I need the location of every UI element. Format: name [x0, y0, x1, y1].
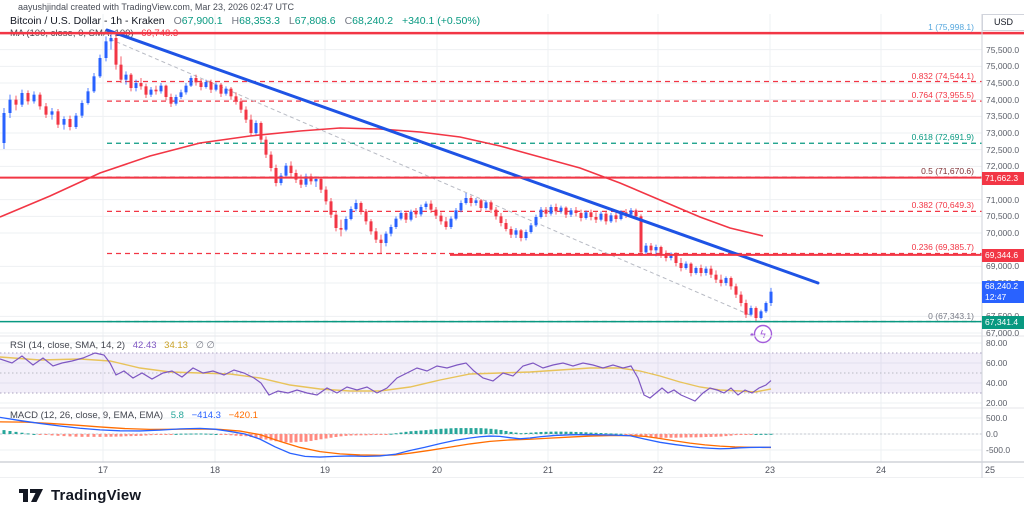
alert-price-label-upper: 71,662.3 — [982, 171, 1024, 185]
time-tick-label: 22 — [652, 465, 664, 475]
price-tick-label: 72,000.0 — [986, 161, 1020, 172]
rsi-empty-values: ∅ ∅ — [195, 340, 215, 351]
high-label: H — [231, 15, 240, 27]
macd-pane — [0, 416, 982, 458]
support-price-label: 67,341.4 — [982, 315, 1024, 329]
price-tick-label: 74,500.0 — [986, 78, 1020, 88]
attribution-text: aayushjindal created with TradingView.co… — [18, 2, 294, 12]
current-price-value: 68,240.2 — [985, 280, 1019, 291]
svg-text:ϟ: ϟ — [759, 328, 766, 341]
time-tick-label: 23 — [764, 465, 776, 475]
time-tick-label: 21 — [542, 465, 554, 475]
brand-name: TradingView — [51, 486, 142, 504]
currency-label[interactable]: USD — [982, 14, 1024, 31]
rsi-pane — [0, 352, 982, 402]
time-axis[interactable]: 17 18 19 20 21 22 23 24 25 — [0, 462, 1024, 478]
macd-signal-value: −420.1 — [228, 410, 258, 421]
macd-tick-label: 500.0 — [986, 413, 1008, 423]
rsi-title[interactable]: RSI (14, close, SMA, 14, 2) — [10, 340, 126, 351]
bar-countdown: 12:47 — [985, 291, 1007, 302]
price-tick-label: 74,000.0 — [986, 94, 1020, 105]
price-axis[interactable]: USD 75,500.0 75,000.0 74,500.0 74,000.0 73,5… — [982, 0, 1024, 478]
footer-bar: TradingView — [0, 478, 1024, 512]
price-tick-label: 70,000.0 — [986, 228, 1020, 238]
grid — [0, 14, 982, 462]
price-tick-label: 67,000.0 — [986, 328, 1020, 338]
rsi-tick-label: 40.00 — [986, 378, 1008, 388]
price-tick-label: 73,500.0 — [986, 111, 1020, 122]
flash-emoji-marker[interactable]: ϟ — [750, 324, 773, 344]
price-tick-label: 69,000.0 — [986, 261, 1020, 272]
open-value: 67,900.1 — [181, 15, 223, 27]
macd-value: −414.3 — [191, 410, 221, 421]
alert-price-label-lower: 69,344.6 — [982, 248, 1024, 262]
chart-canvas[interactable]: ϟ — [0, 0, 1024, 478]
candlestick-series — [2, 33, 773, 322]
macd-tick-label: -500.0 — [986, 445, 1011, 455]
rsi-sma-value: 34.13 — [164, 340, 188, 351]
rsi-tick-label: 20.00 — [986, 398, 1008, 408]
macd-legend[interactable]: MACD (12, 26, close, 9, EMA, EMA) 5.8 −4… — [10, 410, 258, 421]
high-value: 68,353.3 — [239, 15, 280, 27]
tradingview-logo-icon — [19, 489, 43, 502]
time-tick-label: 18 — [209, 465, 221, 475]
time-tick-label: 17 — [97, 465, 109, 475]
time-tick-label: 24 — [875, 465, 887, 475]
time-tick-label: 25 — [984, 465, 996, 475]
low-value: 67,808.6 — [294, 15, 336, 27]
ma-100-line — [0, 127, 764, 237]
time-tick-label: 19 — [319, 465, 331, 475]
change-value: +340.1 (+0.50%) — [401, 15, 481, 27]
tradingview-brand[interactable]: TradingView — [18, 485, 141, 505]
rsi-legend[interactable]: RSI (14, close, SMA, 14, 2) 42.43 34.13 … — [10, 340, 215, 351]
price-tick-label: 75,000.0 — [986, 61, 1020, 72]
price-tick-label: 73,000.0 — [986, 128, 1020, 138]
symbol-legend[interactable]: Bitcoin / U.S. Dollar - 1h - Kraken O67,… — [10, 15, 480, 27]
price-tick-label: 75,500.0 — [986, 44, 1020, 55]
symbol-title[interactable]: Bitcoin / U.S. Dollar - 1h - Kraken — [10, 15, 165, 27]
rsi-tick-label: 60.00 — [986, 358, 1008, 368]
pane-separators[interactable] — [0, 14, 1024, 478]
time-tick-label: 20 — [431, 465, 443, 475]
price-tick-label: 72,500.0 — [986, 144, 1020, 155]
macd-tick-label: 0.0 — [986, 429, 998, 439]
price-tick-label: 70,500.0 — [986, 211, 1020, 222]
rsi-value: 42.43 — [132, 340, 157, 351]
low-label: L — [288, 15, 295, 27]
macd-hist-value: 5.8 — [170, 410, 184, 421]
price-tick-label: 71,000.0 — [986, 194, 1020, 205]
open-label: O — [173, 15, 182, 27]
macd-title[interactable]: MACD (12, 26, close, 9, EMA, EMA) — [10, 410, 164, 421]
downtrend-line[interactable] — [105, 28, 820, 285]
rsi-tick-label: 80.00 — [986, 338, 1008, 348]
alert-lines[interactable] — [0, 31, 1024, 323]
current-price-label: 68,240.2 12:47 — [982, 280, 1024, 303]
close-value: 68,240.2 — [352, 15, 394, 27]
close-label: C — [344, 15, 353, 27]
